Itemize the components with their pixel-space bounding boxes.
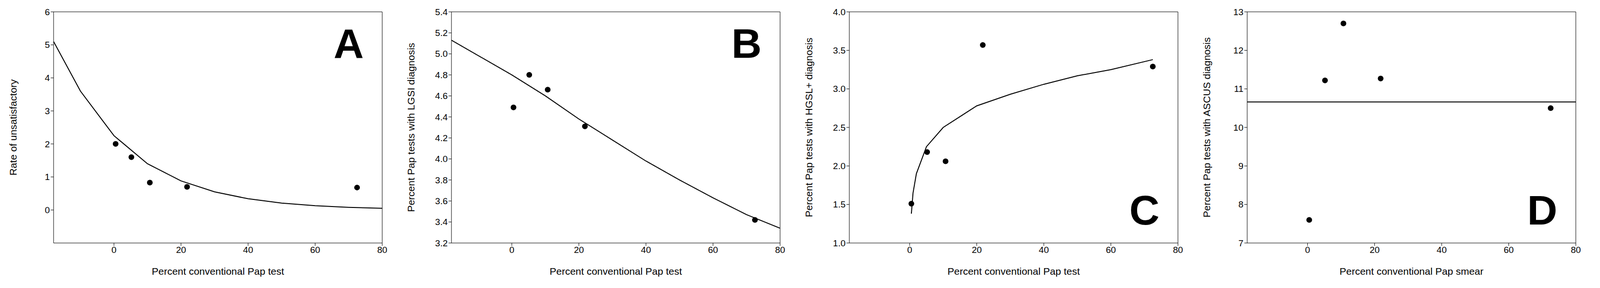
- svg-text:2.5: 2.5: [833, 122, 846, 133]
- svg-text:8: 8: [1238, 199, 1244, 210]
- svg-text:20: 20: [573, 245, 584, 256]
- html-text:C: C: [1129, 186, 1160, 234]
- svg-text:80: 80: [1570, 245, 1581, 256]
- svg-text:10: 10: [1233, 122, 1244, 133]
- svg-text:3.2: 3.2: [435, 238, 448, 249]
- svg-text:0: 0: [1305, 245, 1311, 256]
- svg-text:60: 60: [1503, 245, 1514, 256]
- svg-text:5.2: 5.2: [435, 27, 448, 38]
- svg-text:20: 20: [971, 245, 982, 256]
- svg-text:40: 40: [1436, 245, 1447, 256]
- svg-text:0: 0: [509, 245, 515, 256]
- svg-text:7: 7: [1238, 238, 1244, 249]
- svg-text:3.5: 3.5: [833, 45, 846, 56]
- svg-text:4.0: 4.0: [833, 7, 846, 18]
- svg-text:6: 6: [44, 7, 50, 18]
- svg-text:Percent Pap tests with LGSI di: Percent Pap tests with LGSI diagnosis: [405, 42, 417, 212]
- svg-text:4.6: 4.6: [435, 91, 448, 102]
- svg-text:12: 12: [1233, 45, 1244, 56]
- svg-text:2: 2: [44, 139, 50, 150]
- svg-text:9: 9: [1238, 161, 1244, 172]
- svg-text:0: 0: [44, 205, 50, 216]
- svg-text:60: 60: [708, 245, 718, 256]
- svg-text:Percent conventional Pap test: Percent conventional Pap test: [549, 266, 682, 277]
- svg-text:0: 0: [907, 245, 913, 256]
- svg-text:5.4: 5.4: [435, 7, 449, 18]
- svg-text:40: 40: [641, 245, 652, 256]
- svg-text:3.4: 3.4: [435, 217, 449, 228]
- svg-text:4: 4: [44, 73, 50, 83]
- svg-text:Percent conventional Pap smear: Percent conventional Pap smear: [1339, 266, 1484, 277]
- svg-text:40: 40: [243, 245, 254, 256]
- svg-text:0: 0: [111, 245, 117, 256]
- svg-text:20: 20: [175, 245, 186, 256]
- svg-text:1.0: 1.0: [833, 238, 846, 249]
- svg-text:1: 1: [44, 172, 50, 183]
- svg-text:Percent Pap tests with ASCUS d: Percent Pap tests with ASCUS diagnosis: [1201, 37, 1213, 219]
- svg-text:13: 13: [1233, 7, 1244, 18]
- svg-text:3.8: 3.8: [435, 175, 448, 186]
- svg-text:Percent Pap tests with HGSL+ d: Percent Pap tests with HGSL+ diagnosis: [803, 37, 815, 218]
- svg-text:40: 40: [1039, 245, 1049, 256]
- svg-text:Percent conventional Pap test: Percent conventional Pap test: [947, 266, 1080, 277]
- svg-text:4.2: 4.2: [435, 133, 448, 144]
- html-text:B: B: [731, 19, 762, 67]
- svg-text:2.0: 2.0: [833, 161, 846, 172]
- svg-text:4.8: 4.8: [435, 70, 448, 81]
- svg-text:3.6: 3.6: [435, 196, 448, 207]
- html-text:A: A: [333, 19, 364, 67]
- svg-text:80: 80: [1172, 245, 1183, 256]
- svg-text:3: 3: [44, 106, 50, 117]
- svg-text:Percent conventional Pap test: Percent conventional Pap test: [151, 266, 285, 277]
- svg-text:5: 5: [44, 39, 50, 50]
- svg-text:4.4: 4.4: [435, 112, 449, 123]
- svg-text:5.0: 5.0: [435, 48, 448, 59]
- svg-text:20: 20: [1369, 245, 1380, 256]
- html-text:D: D: [1527, 186, 1558, 234]
- svg-text:Rate of unsatisfactory: Rate of unsatisfactory: [7, 79, 19, 176]
- svg-text:3.0: 3.0: [833, 83, 846, 94]
- svg-text:80: 80: [377, 245, 387, 256]
- svg-text:4.0: 4.0: [435, 154, 448, 165]
- svg-text:60: 60: [1105, 245, 1116, 256]
- svg-text:1.5: 1.5: [833, 199, 846, 210]
- svg-text:80: 80: [774, 245, 785, 256]
- svg-text:60: 60: [310, 245, 321, 256]
- svg-text:11: 11: [1233, 83, 1244, 94]
